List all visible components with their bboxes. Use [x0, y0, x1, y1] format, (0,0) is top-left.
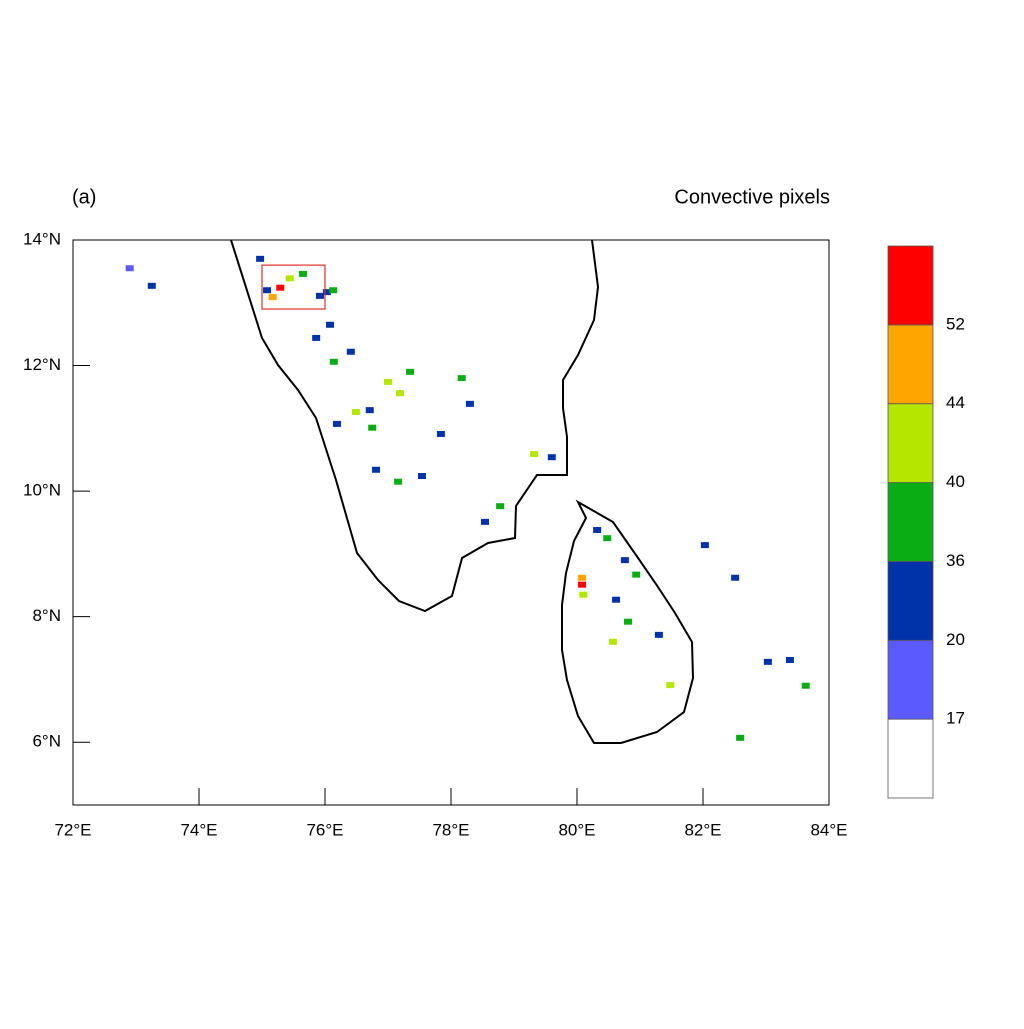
- convective-pixel: [329, 287, 338, 294]
- plot-frame: [72, 239, 830, 806]
- coastlines: [230, 239, 695, 744]
- convective-pixel: [612, 596, 621, 603]
- y-tick-label: 10°N: [23, 481, 61, 500]
- convective-pixel: [603, 535, 612, 542]
- map-title: Convective pixels: [674, 186, 830, 208]
- convective-pixel: [394, 478, 403, 485]
- convective-pixel: [785, 656, 794, 663]
- convective-pixel: [530, 451, 539, 458]
- convective-pixel: [256, 255, 265, 262]
- colorbar-label: 44: [946, 393, 965, 412]
- y-tick-label: 12°N: [23, 355, 61, 374]
- x-tick-label: 74°E: [180, 820, 217, 839]
- convective-pixel: [465, 400, 474, 407]
- convective-pixel: [312, 334, 321, 341]
- y-tick-label: 6°N: [32, 732, 61, 751]
- colorbar-box: [887, 245, 934, 326]
- convective-pixel: [125, 265, 134, 272]
- x-tick-label: 72°E: [54, 820, 91, 839]
- convective-pixel: [436, 430, 445, 437]
- x-tick-label: 80°E: [558, 820, 595, 839]
- convective-pixel: [315, 292, 324, 299]
- convective-pixel: [418, 473, 427, 480]
- y-tick-label: 14°N: [23, 229, 61, 248]
- convective-pixel: [322, 289, 331, 296]
- convective-pixel: [395, 390, 404, 397]
- india-coast: [230, 239, 600, 613]
- colorbar-label: 52: [946, 314, 965, 333]
- panel-label: (a): [72, 186, 96, 208]
- sri-lanka-coast: [561, 499, 695, 744]
- convective-pixel: [579, 591, 588, 598]
- convective-pixel: [731, 574, 740, 581]
- y-tick-label: 8°N: [32, 606, 61, 625]
- convective-pixel: [147, 282, 156, 289]
- convective-pixel: [736, 734, 745, 741]
- convective-pixel: [285, 275, 294, 282]
- colorbar-label: 20: [946, 630, 965, 649]
- convective-pixel: [365, 407, 374, 414]
- convective-pixel: [608, 638, 617, 645]
- x-tick-label: 84°E: [810, 820, 847, 839]
- convective-pixel: [578, 581, 587, 588]
- convective-pixel: [329, 358, 338, 365]
- highlight-box: [261, 264, 326, 310]
- colorbar-label: 17: [946, 709, 965, 728]
- convective-pixel: [351, 409, 360, 416]
- convective-pixel: [276, 284, 285, 291]
- convective-pixel: [801, 682, 810, 689]
- convective-pixel: [457, 375, 466, 382]
- convective-pixel: [384, 378, 392, 385]
- convective-pixel: [624, 618, 633, 625]
- convective-pixel: [620, 557, 629, 564]
- colorbar-box: [887, 718, 934, 799]
- convective-pixel: [547, 454, 556, 461]
- convective-pixel: [368, 424, 377, 431]
- convective-pixel: [496, 503, 505, 510]
- x-tick-label: 76°E: [306, 820, 343, 839]
- convective-pixel: [298, 270, 307, 277]
- convective-pixel: [578, 574, 587, 581]
- convective-pixel: [332, 420, 341, 427]
- convective-pixel: [481, 518, 490, 525]
- convective-pixel: [654, 631, 663, 638]
- convective-pixel: [346, 348, 355, 355]
- x-tick-label: 78°E: [432, 820, 469, 839]
- colorbar-box: [887, 324, 934, 405]
- colorbar-box: [887, 561, 934, 641]
- colorbar-label: 36: [946, 551, 965, 570]
- convective-pixel: [666, 682, 675, 689]
- convective-pixel: [700, 542, 709, 549]
- convective-pixel: [406, 368, 415, 375]
- convective-pixel: [593, 527, 602, 534]
- convective-pixel: [268, 294, 277, 301]
- convective-pixel: [326, 321, 335, 328]
- colorbar-box: [887, 639, 934, 720]
- colorbar-label: 40: [946, 472, 965, 491]
- convective-pixel: [372, 466, 381, 473]
- colorbar-box: [887, 403, 934, 483]
- convective-pixel: [632, 571, 641, 578]
- convective-pixel: [763, 658, 772, 665]
- x-tick-label: 82°E: [684, 820, 721, 839]
- convective-pixel: [263, 287, 272, 294]
- colorbar-box: [887, 482, 934, 562]
